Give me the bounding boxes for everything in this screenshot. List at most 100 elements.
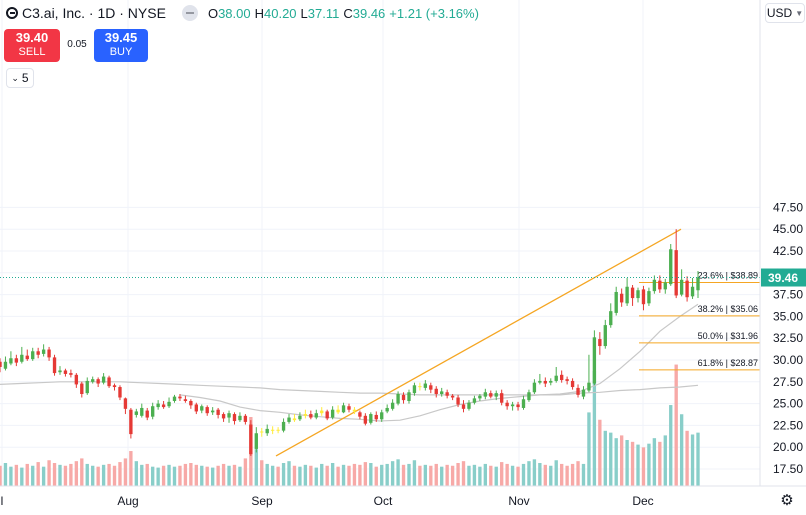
indicators-toggle[interactable]: ⌄ 5 (6, 68, 34, 88)
volume-bar (565, 465, 569, 486)
volume-bar (652, 438, 657, 486)
candle-body (396, 394, 400, 404)
volume-bar (281, 463, 286, 486)
fib-level-label: 61.8% | $28.87 (698, 358, 758, 368)
candle-body (669, 249, 673, 285)
volume-bar (630, 441, 635, 486)
volume-bar (625, 440, 629, 486)
collapse-legend-icon[interactable] (6, 7, 18, 19)
sell-label: SELL (18, 46, 46, 58)
volume-bar (592, 371, 597, 486)
volume-bar (647, 443, 651, 486)
volume-bar (363, 462, 368, 486)
candle-body (330, 409, 335, 418)
volume-bar (330, 463, 335, 486)
candle-body (189, 400, 193, 406)
symbol-title[interactable]: C3.ai, Inc. · 1D · NYSE (22, 5, 166, 21)
indicators-count: 5 (21, 71, 29, 85)
candle-body (205, 407, 209, 414)
candle-body (320, 410, 324, 414)
volume-bar (690, 434, 695, 486)
volume-bar (412, 460, 417, 486)
time-tick-label: Aug (117, 494, 138, 508)
volume-bar (25, 463, 29, 486)
trend-line (275, 228, 682, 457)
hide-series-icon[interactable] (181, 5, 198, 21)
candle-body (156, 403, 160, 408)
candle-body (401, 394, 406, 401)
candle-body (238, 415, 242, 421)
close-value: 39.46 (352, 5, 386, 21)
change-value: +1.21 (+3.16%) (389, 5, 479, 21)
candle-body (227, 413, 231, 418)
volume-bar (336, 466, 340, 486)
volume-bar (489, 465, 493, 486)
candle-body (625, 286, 629, 304)
candle-body (636, 290, 640, 299)
volume-bar (189, 463, 193, 486)
candle-body (47, 349, 51, 358)
currency-selector[interactable]: USD ▼ (765, 3, 805, 23)
candle-body (385, 407, 389, 412)
volume-bar (543, 464, 547, 486)
candle-body (592, 337, 597, 384)
candle-body (41, 349, 46, 354)
volume-bar (505, 463, 509, 486)
candle-body (549, 380, 553, 383)
volume-bar (619, 435, 624, 486)
volume-bar (254, 449, 258, 486)
sell-price: 39.40 (15, 30, 49, 45)
volume-bar (429, 465, 433, 486)
candle-body (647, 291, 651, 304)
time-tick-label: Sep (251, 494, 273, 508)
candle-body (118, 387, 122, 398)
chart-settings-icon[interactable]: ⚙ (780, 492, 794, 509)
volume-bar (538, 463, 542, 486)
candle-body (483, 392, 488, 397)
volume-bar (36, 462, 40, 486)
time-tick-label: l (1, 494, 4, 508)
price-axis: 47.5045.0042.5040.0037.5035.0032.5030.00… (759, 0, 806, 486)
ma-fast-line (179, 303, 699, 422)
price-tick-label: 45.00 (773, 222, 803, 236)
volume-bar (440, 466, 444, 486)
open-label: O (207, 5, 219, 21)
volume-bars (0, 364, 700, 486)
price-tick-label: 30.00 (773, 353, 803, 367)
candle-body (80, 383, 84, 395)
volume-bar (309, 465, 313, 486)
volume-bar (178, 465, 182, 486)
candle-body (658, 280, 662, 290)
volume-bar (298, 466, 302, 486)
volume-bar (609, 432, 613, 486)
volume-bar (352, 463, 357, 486)
volume-bar (303, 464, 308, 486)
candle-body (123, 398, 128, 409)
volume-bar (478, 466, 482, 486)
candle-body (309, 414, 313, 418)
price-tick-label: 35.00 (773, 309, 803, 323)
volume-bar (172, 466, 177, 486)
candle-body (9, 358, 13, 364)
candle-body (194, 404, 198, 412)
price-tick-label: 27.50 (773, 375, 803, 389)
candle-body (521, 399, 526, 408)
candle-body (265, 428, 269, 434)
buy-button[interactable]: 39.45 BUY (94, 29, 148, 62)
candle-body (254, 433, 258, 449)
sell-button[interactable]: 39.40 SELL (4, 29, 60, 62)
candle-body (216, 409, 220, 415)
candle-body (292, 418, 297, 421)
candle-body (96, 379, 100, 384)
candle-body (652, 279, 657, 292)
candle-body (679, 279, 684, 295)
volume-bar (52, 463, 57, 486)
candle-body (685, 280, 689, 298)
candle-body (390, 402, 395, 409)
candle-body (91, 379, 95, 382)
price-tick-label: 17.50 (773, 462, 803, 476)
candle-body (369, 414, 373, 423)
volume-bar (532, 459, 537, 486)
